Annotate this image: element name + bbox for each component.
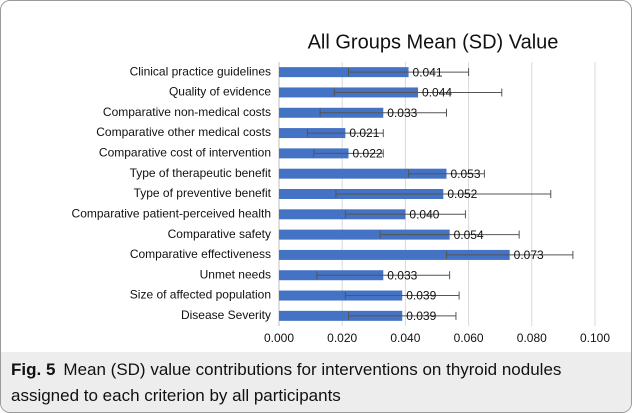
error-bar bbox=[348, 311, 457, 320]
value-label: 0.039 bbox=[406, 289, 436, 303]
x-tick-label: 0.040 bbox=[390, 331, 420, 345]
bar bbox=[279, 229, 450, 240]
error-bar bbox=[333, 88, 503, 97]
error-bar bbox=[335, 190, 552, 198]
bar bbox=[279, 168, 447, 179]
error-bar bbox=[348, 68, 470, 77]
bar bbox=[279, 249, 510, 260]
value-label: 0.053 bbox=[450, 167, 480, 181]
error-bar bbox=[316, 271, 451, 280]
value-label: 0.039 bbox=[406, 309, 436, 323]
y-tick-label: Comparative safety bbox=[168, 227, 271, 241]
caption-label: Fig. 5 bbox=[11, 360, 56, 379]
y-tick-label: Unmet needs bbox=[200, 267, 271, 281]
x-tick-label: 0.080 bbox=[517, 331, 547, 345]
value-label: 0.040 bbox=[409, 207, 439, 221]
error-bar bbox=[319, 108, 447, 117]
x-tick-label: 0.100 bbox=[580, 331, 610, 345]
error-bar bbox=[306, 129, 384, 138]
caption-text: Mean (SD) value contributions for interv… bbox=[11, 360, 562, 405]
value-label: 0.044 bbox=[422, 86, 452, 100]
bar bbox=[279, 67, 409, 78]
y-tick-label: Comparative non-medical costs bbox=[103, 105, 271, 119]
error-bar bbox=[344, 210, 466, 219]
y-tick-label: Comparative patient-perceived health bbox=[72, 206, 271, 220]
value-label: 0.021 bbox=[349, 126, 379, 140]
value-label: 0.033 bbox=[387, 106, 417, 120]
chart-title: All Groups Mean (SD) Value bbox=[308, 31, 559, 53]
error-bar bbox=[313, 149, 384, 158]
value-label: 0.022 bbox=[353, 147, 383, 161]
y-tick-label: Type of preventive benefit bbox=[134, 186, 272, 200]
value-label: 0.054 bbox=[454, 228, 484, 242]
y-tick-label: Comparative cost of intervention bbox=[99, 146, 271, 160]
y-tick-label: Comparative other medical costs bbox=[96, 125, 271, 139]
y-tick-label: Comparative effectiveness bbox=[130, 247, 271, 261]
bar bbox=[279, 209, 406, 220]
y-tick-label: Clinical practice guidelines bbox=[130, 64, 271, 78]
x-tick-label: 0.000 bbox=[264, 331, 294, 345]
x-tick-label: 0.060 bbox=[454, 331, 484, 345]
value-label: 0.052 bbox=[447, 187, 477, 201]
bar bbox=[279, 290, 403, 301]
error-bar bbox=[379, 230, 520, 239]
caption: Fig. 5 Mean (SD) value contributions for … bbox=[1, 352, 631, 412]
y-tick-label: Size of affected population bbox=[130, 288, 271, 302]
value-label: 0.041 bbox=[413, 65, 443, 79]
y-tick-label: Type of therapeutic benefit bbox=[130, 166, 272, 180]
error-bar bbox=[445, 250, 574, 259]
y-tick-label: Quality of evidence bbox=[169, 85, 271, 99]
error-bar bbox=[344, 291, 460, 300]
value-label: 0.033 bbox=[387, 268, 417, 282]
x-tick-label: 0.020 bbox=[327, 331, 357, 345]
chart: All Groups Mean (SD) Value 0.000 0.020 0.0… bbox=[72, 31, 611, 345]
y-tick-label: Disease Severity bbox=[181, 308, 271, 322]
bar bbox=[279, 310, 403, 321]
value-label: 0.073 bbox=[514, 248, 544, 262]
error-bar bbox=[408, 169, 485, 178]
